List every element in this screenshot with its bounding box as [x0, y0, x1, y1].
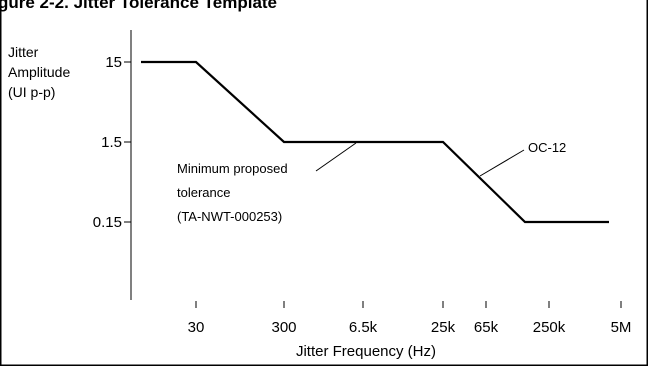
y-tick-label: 0.15 — [93, 214, 122, 231]
x-ticks: 30 300 6.5k 25k 65k 250k 5M — [188, 301, 632, 336]
y-tick-label: 1.5 — [101, 134, 122, 151]
x-tick-label: 65k — [474, 319, 499, 336]
y-tick-label: 15 — [105, 54, 122, 71]
series-layer — [141, 60, 609, 224]
annotation-oc12: OC-12 — [528, 140, 566, 155]
x-tick-label: 30 — [188, 319, 205, 336]
annotation-tolerance: Minimum proposed tolerance (TA-NWT-000253) — [177, 161, 288, 224]
x-tick-label: 300 — [271, 319, 296, 336]
x-tick-label: 250k — [533, 319, 566, 336]
annotation-oc12-leader — [479, 149, 525, 177]
x-axis-label: Jitter Frequency (Hz) — [296, 343, 436, 360]
x-tick-label: 25k — [431, 319, 456, 336]
annotation-tolerance-leader — [315, 142, 357, 172]
figure-title: gure 2-2. Jitter Tolerance Template — [0, 0, 277, 12]
y-ticks: 15 1.5 0.15 — [93, 54, 131, 231]
x-tick-label: 5M — [611, 319, 632, 336]
y-axis-label: Jitter Amplitude (UI p-p) — [8, 44, 70, 100]
series-line — [141, 60, 609, 224]
annotations: OC-12 Minimum proposed tolerance (TA-NWT-00… — [177, 140, 566, 224]
x-tick-label: 6.5k — [349, 319, 378, 336]
